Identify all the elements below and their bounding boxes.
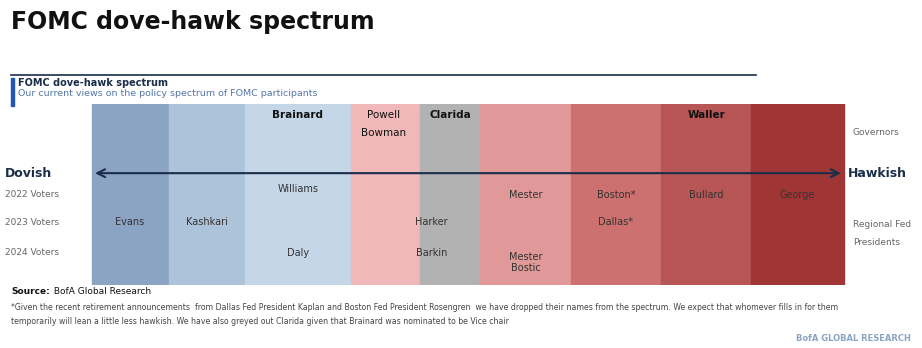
Text: Boston*: Boston*: [597, 190, 635, 200]
Text: Brainard: Brainard: [272, 110, 324, 120]
Text: Mester: Mester: [509, 252, 542, 262]
Bar: [661, 104, 751, 285]
Text: Waller: Waller: [688, 110, 725, 120]
Text: Source:: Source:: [11, 287, 50, 296]
Text: 2023 Voters: 2023 Voters: [5, 218, 59, 227]
Text: Williams: Williams: [278, 183, 318, 193]
Bar: [420, 104, 480, 285]
Text: Our current views on the policy spectrum of FOMC participants: Our current views on the policy spectrum…: [18, 89, 318, 98]
Text: Presidents: Presidents: [853, 238, 900, 247]
Bar: [480, 104, 571, 285]
Text: *Given the recent retirement announcements  from Dallas Fed President Kaplan and: *Given the recent retirement announcemen…: [11, 303, 838, 312]
Text: Kashkari: Kashkari: [185, 217, 228, 227]
Text: Bostic: Bostic: [511, 263, 540, 273]
Text: Barkin: Barkin: [416, 248, 447, 258]
Text: Regional Fed: Regional Fed: [853, 220, 911, 229]
Text: Harker: Harker: [415, 217, 448, 227]
Text: temporarily will lean a little less hawkish. We have also greyed out Clarida giv: temporarily will lean a little less hawk…: [11, 317, 509, 326]
Text: Mester: Mester: [509, 190, 542, 200]
Bar: [169, 104, 245, 285]
Text: Clarida: Clarida: [430, 110, 472, 120]
Text: Hawkish: Hawkish: [848, 167, 907, 180]
Bar: [245, 104, 351, 285]
Text: FOMC dove-hawk spectrum: FOMC dove-hawk spectrum: [11, 10, 374, 34]
Text: Bullard: Bullard: [689, 190, 724, 200]
Bar: [571, 104, 661, 285]
Text: Powell: Powell: [367, 110, 400, 120]
Bar: [92, 104, 169, 285]
Bar: [351, 104, 420, 285]
Text: BofA GLOBAL RESEARCH: BofA GLOBAL RESEARCH: [796, 334, 911, 343]
Text: BofA Global Research: BofA Global Research: [51, 287, 151, 296]
Text: Governors: Governors: [853, 128, 900, 137]
Bar: [751, 104, 844, 285]
Text: Dovish: Dovish: [5, 167, 52, 180]
Text: George: George: [780, 190, 815, 200]
Text: FOMC dove-hawk spectrum: FOMC dove-hawk spectrum: [18, 78, 169, 88]
Text: Dallas*: Dallas*: [598, 217, 633, 227]
Text: 2024 Voters: 2024 Voters: [5, 248, 59, 257]
Text: Daly: Daly: [287, 248, 309, 258]
Text: Evans: Evans: [115, 217, 145, 227]
Text: Bowman: Bowman: [361, 128, 406, 138]
Text: 2022 Voters: 2022 Voters: [5, 190, 59, 199]
